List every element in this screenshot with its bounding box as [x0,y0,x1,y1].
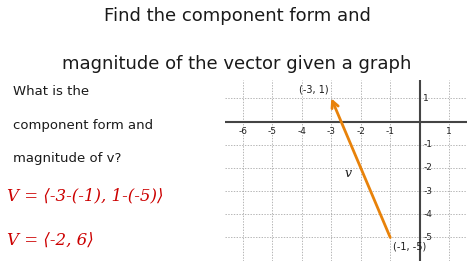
Text: -5: -5 [423,233,432,242]
Text: -3: -3 [423,187,432,196]
Text: -4: -4 [297,127,306,136]
Text: -5: -5 [268,127,277,136]
Text: -1: -1 [423,140,432,149]
Text: Find the component form and: Find the component form and [103,7,371,25]
Text: magnitude of the vector given a graph: magnitude of the vector given a graph [62,55,412,73]
Text: -2: -2 [423,163,432,172]
Text: (-3, 1): (-3, 1) [299,84,329,94]
Text: -6: -6 [238,127,247,136]
Text: -1: -1 [386,127,395,136]
Text: 1: 1 [423,94,429,103]
Text: -2: -2 [356,127,365,136]
Text: What is the: What is the [13,85,90,98]
Text: v: v [345,167,352,180]
Text: component form and: component form and [13,119,154,132]
Text: (-1, -5): (-1, -5) [392,242,426,252]
Text: V = ⟨-2, 6⟩: V = ⟨-2, 6⟩ [7,232,94,250]
Text: -3: -3 [327,127,336,136]
Text: V = ⟨-3-(-1), 1-(-5)⟩: V = ⟨-3-(-1), 1-(-5)⟩ [7,188,164,205]
Text: 1: 1 [447,127,452,136]
Text: -4: -4 [423,210,432,219]
Text: magnitude of v?: magnitude of v? [13,152,122,165]
